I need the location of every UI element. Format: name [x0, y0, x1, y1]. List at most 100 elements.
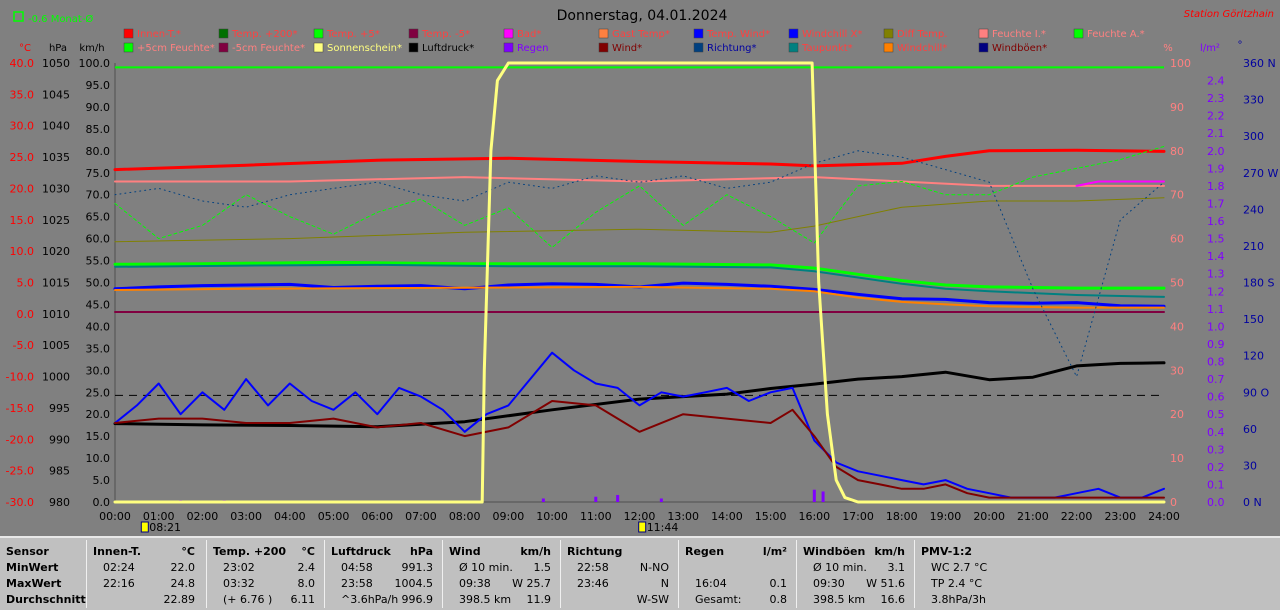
stats-cell-value: 16.6 [880, 593, 906, 606]
stats-header-label: Sensor [6, 545, 49, 558]
rain-tick-label: 1.0 [1207, 320, 1225, 333]
pressure-tick-label: 1045 [42, 88, 70, 101]
series-line [113, 361, 1166, 429]
speed-tick-label: 65.0 [86, 211, 111, 224]
direction-tick-label: 300 [1243, 130, 1264, 143]
series-line [114, 145, 1165, 248]
legend-swatch [978, 42, 989, 53]
direction-tick-label: 90 O [1243, 386, 1269, 399]
stats-avg-label: Durchschnitt [6, 593, 86, 606]
series-line [114, 263, 1165, 298]
legend-swatch [503, 42, 514, 53]
x-tick-label: 22:00 [1061, 510, 1093, 523]
stats-cell-label: Gesamt: [695, 593, 742, 606]
x-tick-label: 07:00 [405, 510, 437, 523]
pressure-tick-label: 1040 [42, 120, 70, 133]
rain-tick-label: 1.4 [1207, 250, 1225, 263]
legend-label: Regen [517, 43, 549, 54]
rain-tick-label: 0.0 [1207, 496, 1225, 509]
temp-tick-label: -20.0 [6, 433, 34, 446]
stats-cell-label: 03:32 [223, 577, 255, 590]
series-layer [113, 61, 1166, 504]
legend-label: Bad* [517, 29, 541, 40]
event-marker-label: 08:21 [149, 521, 181, 534]
weather-chart: -0.6 Monat-Ø Donnerstag, 04.01.2024 Stat… [5, 8, 1279, 534]
rain-bar [541, 498, 545, 502]
x-tick-label: 00:00 [99, 510, 131, 523]
legend-label: Taupunkt* [801, 43, 853, 54]
stats-column-title: Luftdruck [331, 545, 391, 558]
pressure-tick-label: 980 [49, 496, 70, 509]
stats-cell-value: W-SW [636, 593, 669, 606]
stats-cell-value: 22.0 [170, 561, 196, 574]
temp-tick-label: 0.0 [17, 308, 35, 321]
direction-tick-label: 30 [1243, 459, 1257, 472]
pressure-tick-label: 1030 [42, 182, 70, 195]
rain-tick-label: 0.8 [1207, 356, 1225, 369]
stats-column-unit: km/h [520, 545, 551, 558]
stats-column-title: Windböen [803, 545, 866, 558]
speed-tick-label: 80.0 [86, 145, 111, 158]
legend-label: Temp. +5* [326, 29, 380, 40]
temp-tick-label: -25.0 [6, 465, 34, 478]
event-marker-icon [638, 521, 647, 533]
event-marker-label: 11:44 [647, 521, 679, 534]
x-tick-label: 20:00 [973, 510, 1005, 523]
stats-cell-label: 04:58 [341, 561, 373, 574]
indicator-label: -0.6 Monat-Ø [28, 13, 93, 25]
stats-cell-label: 09:30 [813, 577, 845, 590]
direction-tick-label: 0 N [1243, 496, 1262, 509]
pressure-tick-label: 995 [49, 402, 70, 415]
stats-cell-label: Ø 10 min. [813, 561, 867, 574]
legend-swatch [408, 42, 419, 53]
rain-bar [821, 491, 825, 502]
percent-tick-label: 80 [1170, 145, 1184, 158]
temp-tick-label: 5.0 [17, 277, 35, 290]
x-tick-label: 17:00 [842, 510, 874, 523]
rain-tick-label: 0.7 [1207, 373, 1225, 386]
percent-tick-label: 90 [1170, 101, 1184, 114]
stats-column: Regen l/m² 16:04 0.1 Gesamt: 0.8 [678, 540, 795, 608]
stats-cell-label: 23:58 [341, 577, 373, 590]
pressure-tick-label: 990 [49, 433, 70, 446]
station-label: Station Göritzhain [1184, 9, 1274, 20]
speed-tick-label: 95.0 [86, 79, 111, 92]
legend-label: +5cm Feuchte* [137, 43, 215, 54]
pressure-tick-label: 1010 [42, 308, 70, 321]
speed-tick-label: 85.0 [86, 123, 111, 136]
stats-cell-label: 02:24 [103, 561, 135, 574]
pressure-tick-label: 1005 [42, 339, 70, 352]
series-line [114, 351, 1165, 499]
stats-cell-value: 2.4 [297, 561, 316, 574]
rain-tick-label: 1.6 [1207, 215, 1225, 228]
direction-unit-label: ° [1238, 40, 1243, 51]
direction-tick-label: 270 W [1243, 167, 1278, 180]
legend-label: Gast Temp* [612, 29, 670, 40]
rain-bar [594, 496, 598, 502]
rain-tick-label: 0.5 [1207, 408, 1225, 421]
percent-tick-label: 0 [1170, 496, 1177, 509]
stats-cell-label: 22:58 [577, 561, 609, 574]
stats-min-label: MinWert [6, 561, 59, 574]
legend-swatch [693, 28, 704, 39]
pressure-tick-label: 1025 [42, 214, 70, 227]
x-tick-label: 19:00 [930, 510, 962, 523]
x-tick-label: 21:00 [1017, 510, 1049, 523]
percent-tick-label: 60 [1170, 233, 1184, 246]
series-line [114, 197, 1165, 243]
stats-cell-label: 09:38 [459, 577, 491, 590]
rain-tick-label: 0.9 [1207, 338, 1225, 351]
percent-tick-label: 100 [1170, 57, 1191, 70]
stats-column: Richtung 22:58 N-NO 23:46 N W-SW [560, 540, 677, 608]
rain-tick-label: 2.1 [1207, 127, 1225, 140]
temp-unit-label: °C [19, 43, 31, 54]
legend-label: Wind* [612, 43, 642, 54]
stats-cell-label: TP 2.4 °C [931, 577, 983, 590]
stats-column-title: Temp. +200 [213, 545, 287, 558]
pressure-tick-label: 1000 [42, 371, 70, 384]
speed-tick-label: 50.0 [86, 277, 111, 290]
percent-tick-label: 30 [1170, 364, 1184, 377]
speed-tick-label: 70.0 [86, 189, 111, 202]
pressure-tick-label: 985 [49, 465, 70, 478]
temp-tick-label: 30.0 [10, 120, 35, 133]
